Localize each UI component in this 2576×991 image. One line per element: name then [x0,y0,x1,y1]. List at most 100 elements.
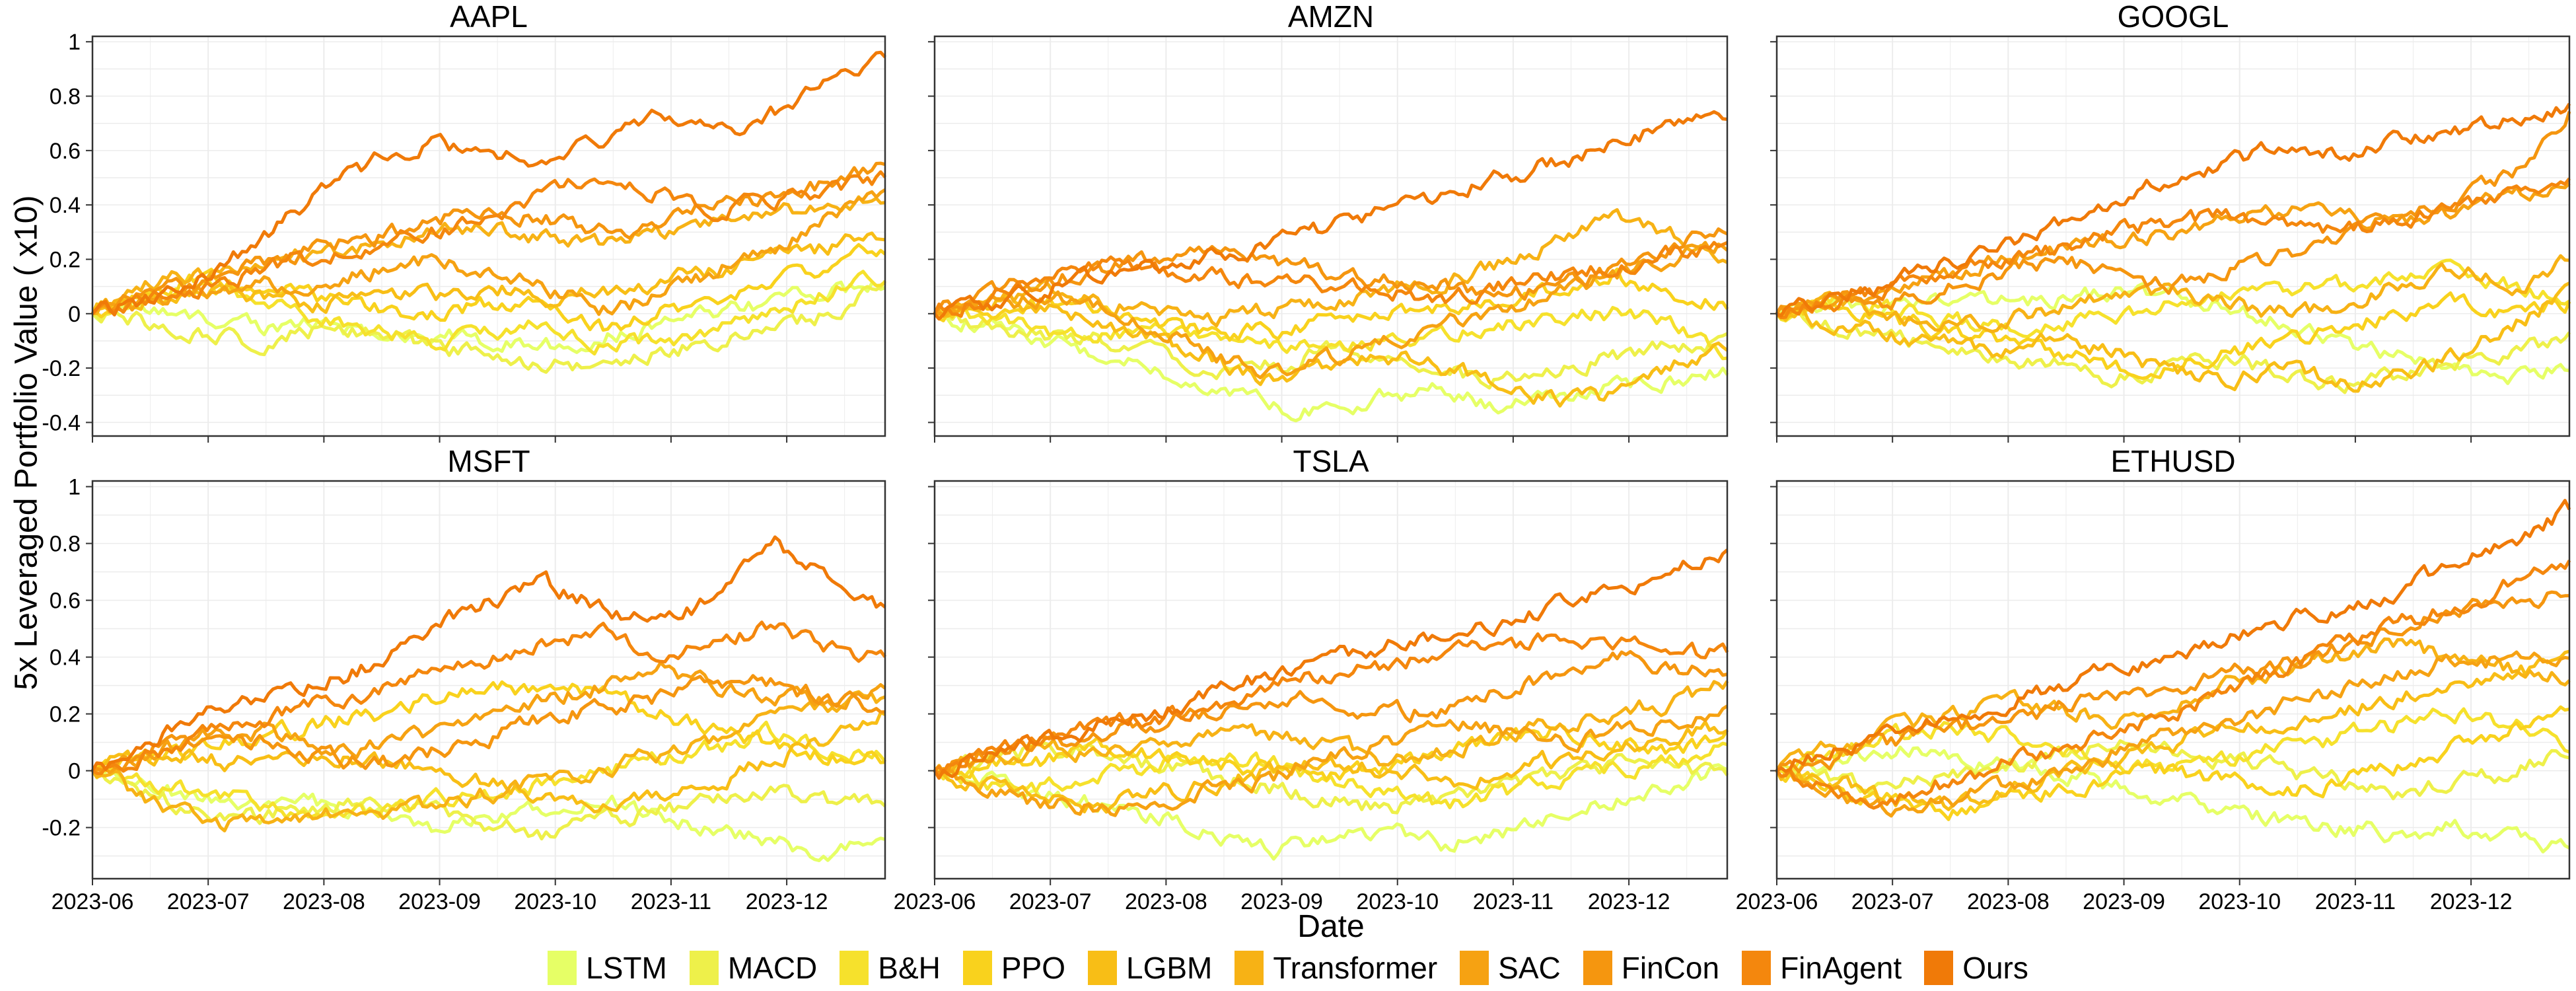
series-line [1776,310,2571,394]
y-tick-label: -0.2 [42,816,81,841]
x-tick-label: 2023-08 [1125,889,1207,914]
chart-title: TSLA [1293,444,1369,478]
series-line [1775,745,2571,854]
series-line [933,723,1729,782]
x-tick-label: 2023-09 [398,889,481,914]
series-line [91,161,886,315]
series-line [933,240,1729,318]
series-line [933,741,1728,809]
series-line [90,680,886,772]
series-line [1775,258,2571,339]
legend: LSTM MACD B&H PPO LGBM Transformer SAC F… [0,948,2576,988]
series-line [933,304,1728,361]
axes-frame [91,35,886,437]
series-line [933,227,1729,315]
series-line [91,188,886,316]
series-line [90,231,886,314]
series-line [92,674,886,772]
y-tick-label: 0.2 [50,247,81,272]
x-tick-label: 2023-06 [52,889,134,914]
series-line [1775,281,2571,393]
axes-frame [933,35,1729,437]
legend-swatch [1234,951,1264,985]
legend-label: PPO [1001,951,1066,985]
x-tick-label: 2023-07 [1851,889,1934,914]
series-line [91,170,886,315]
axes-frame [1775,35,2571,437]
legend-label: Transformer [1273,951,1438,985]
legend-swatch [548,951,577,985]
y-tick-label: 0 [68,302,81,327]
x-tick-label: 2023-12 [746,889,828,914]
chart-panel: AAPL -0.4 -0.2 0 0.2 0.4 0.6 0.8 1 [42,0,887,443]
x-tick-label: 2023-11 [1473,889,1554,914]
chart-panel: GOOGL [1770,0,2571,443]
series-line [933,208,1729,328]
series-line [90,535,886,772]
series-line [1775,177,2571,320]
series-line [1775,739,2570,801]
x-tick-label: 2023-11 [2315,889,2396,914]
legend-label: Ours [1962,951,2028,985]
series-line [90,690,886,832]
legend-label: B&H [878,951,941,985]
series-line [92,195,886,316]
x-tick-label: 2023-10 [514,889,596,914]
series-line [1776,707,2570,775]
x-axis-label-wrap: Date [0,908,2576,945]
y-axis-label: 5x Leveraged Portfolio Value ( x10) [9,195,44,690]
x-tick-label: 2023-09 [1240,889,1323,914]
legend-item: LGBM [1088,950,1212,986]
series-line [933,110,1728,321]
chart-panel: MSFT -0.2 0 0.2 0.4 0.6 0.8 1 2023-06 2023-07 2023… [42,444,886,914]
series-line [933,704,1729,817]
legend-item: FinCon [1583,950,1719,986]
series-line [933,548,1729,780]
series-line [92,764,886,862]
series-line [1775,590,2570,774]
series-line [92,711,886,814]
legend-label: SAC [1498,951,1561,985]
chart-title: MSFT [447,444,530,478]
chart-title: GOOGL [2118,0,2229,34]
y-axis-label-wrap: 5x Leveraged Portfolio Value ( x10) [0,0,46,885]
legend-item: B&H [840,950,941,986]
y-tick-label: -0.2 [42,356,81,381]
y-tick-label: -0.4 [42,410,81,435]
legend-swatch [962,951,992,985]
legend-swatch [689,951,719,985]
chart-panel: AMZN [928,0,1729,443]
chart-title: ETHUSD [2110,444,2235,478]
y-tick-label: 0.2 [50,702,81,727]
legend-swatch [1460,951,1489,985]
y-tick-label: 0 [68,759,81,784]
x-tick-label: 2023-06 [1736,889,1818,914]
y-tick-label: 0.6 [50,139,81,164]
y-tick-label: 0.6 [50,589,81,614]
series-line [91,279,887,374]
legend-swatch [1924,951,1954,985]
x-tick-label: 2023-07 [167,889,250,914]
x-tick-label: 2023-06 [894,889,976,914]
legend-item: SAC [1460,950,1561,986]
series-line [91,620,886,776]
x-tick-label: 2023-12 [2430,889,2513,914]
legend-swatch [1742,951,1771,985]
y-tick-label: 1 [68,30,81,55]
y-tick-label: 1 [68,475,81,500]
axes-frame [1775,480,2571,880]
legend-label: MACD [727,951,818,985]
chart-title: AMZN [1288,0,1374,34]
series-line [934,763,1728,861]
series-line [934,720,1729,814]
x-tick-label: 2023-10 [1356,889,1439,914]
series-line [1775,102,2571,318]
legend-item: LSTM [548,950,667,986]
y-tick-label: 0.4 [50,193,81,218]
series-line [1775,650,2570,818]
series-line [90,770,886,841]
legend-item: PPO [962,950,1066,986]
y-tick-label: 0.8 [50,532,81,557]
series-line [91,50,886,316]
